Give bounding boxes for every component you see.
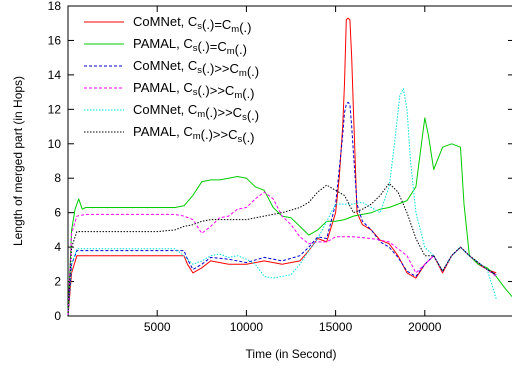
x-tick-label: 10000 [230,320,264,334]
y-tick-label: 10 [48,137,62,151]
series-line-5 [67,88,497,317]
y-tick-label: 6 [54,206,61,220]
y-tick-label: 18 [48,0,62,13]
legend-label-2: PAMAL, Cs(.)=Cm(.) [133,36,247,57]
legend-label-5: CoMNet, Cm(.)>>Cs(.) [133,102,259,123]
x-axis-label: Time (in Second) [246,347,337,361]
x-tick-label: 20000 [408,320,442,334]
y-tick-label: 4 [54,240,61,254]
y-axis-label: Length of merged part (in Hops) [11,76,25,246]
y-tick-label: 2 [54,275,61,289]
y-tick-label: 0 [54,309,61,323]
y-tick-label: 8 [54,171,61,185]
series-line-3 [67,101,497,317]
x-tick-label: 5000 [144,320,171,334]
legend: CoMNet, Cs(.)=Cm(.)PAMAL, Cs(.)=Cm(.)CoM… [84,14,259,145]
x-tick-label: 15000 [319,320,353,334]
series-line-4 [67,191,497,317]
y-tick-label: 12 [48,102,62,116]
legend-label-6: PAMAL, Cm(.)>>Cs(.) [133,124,255,145]
series-lines [67,17,512,317]
plot-frame [67,5,512,317]
legend-label-3: CoMNet, Cs(.)>>Cm(.) [133,58,259,79]
y-tick-label: 14 [48,68,62,82]
axis-ticks: 0 2 4 6 8 10 12 14 16 18 5000 10000 15000 20000 [48,0,512,334]
legend-label-4: PAMAL, Cs(.)>>Cm(.) [133,80,255,101]
legend-label-1: CoMNet, Cs(.)=Cm(.) [133,14,252,35]
series-line-2 [67,117,512,317]
y-tick-label: 16 [48,33,62,47]
series-line-6 [67,182,497,317]
